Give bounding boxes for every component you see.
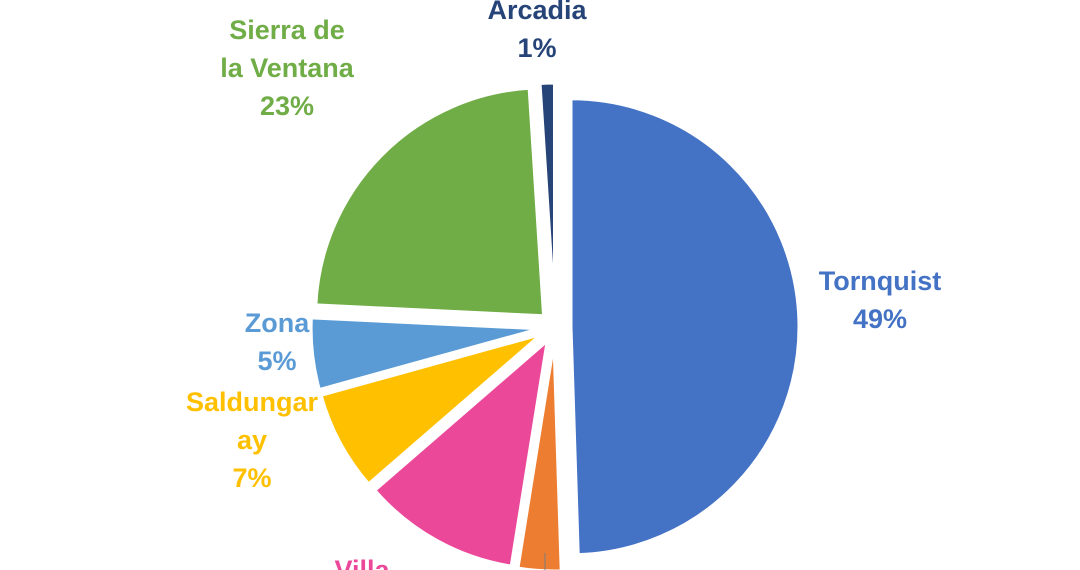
pie-slice-4 [309,316,540,392]
pie-slice-2 [372,337,550,568]
pie-slice-3 [319,333,542,486]
slice-label-4: Zona 5% [245,308,310,376]
pie-slice-1 [516,342,563,570]
slice-label-5: Sierra de la Ventana 23% [220,15,355,121]
slice-label-line: 7% [232,463,271,493]
slice-label-3: Saldungar ay 7% [186,387,319,493]
slice-label-line: 49% [853,304,907,334]
pie-slice-6 [538,81,556,312]
slice-label-line: la Ventana [220,53,355,83]
slice-label-line: ay [237,425,267,455]
pie-slice-5 [314,86,546,318]
pie-labels: Tornquist 49% Villa Saldungar ay 7% Zona 5% Sier… [186,0,941,570]
pie-slice-0 [569,97,801,557]
slice-label-line: 23% [260,91,314,121]
slice-label-6: Villa LaArcadia1% [487,0,587,63]
slice-label-line: Villa [334,555,390,570]
slice-label-line: Tornquist [819,266,941,296]
slice-label-line: 5% [257,346,296,376]
slice-label-line: Saldungar [186,387,319,417]
slice-label-line: Sierra de [229,15,345,45]
slice-label-line: 1% [517,33,556,63]
slice-label-line: Zona [245,308,310,338]
slice-label-line: Arcadia [487,0,587,25]
slice-label-0: Tornquist 49% [819,266,941,334]
pie-slices [309,81,801,570]
slice-label-2: Villa [334,555,390,570]
